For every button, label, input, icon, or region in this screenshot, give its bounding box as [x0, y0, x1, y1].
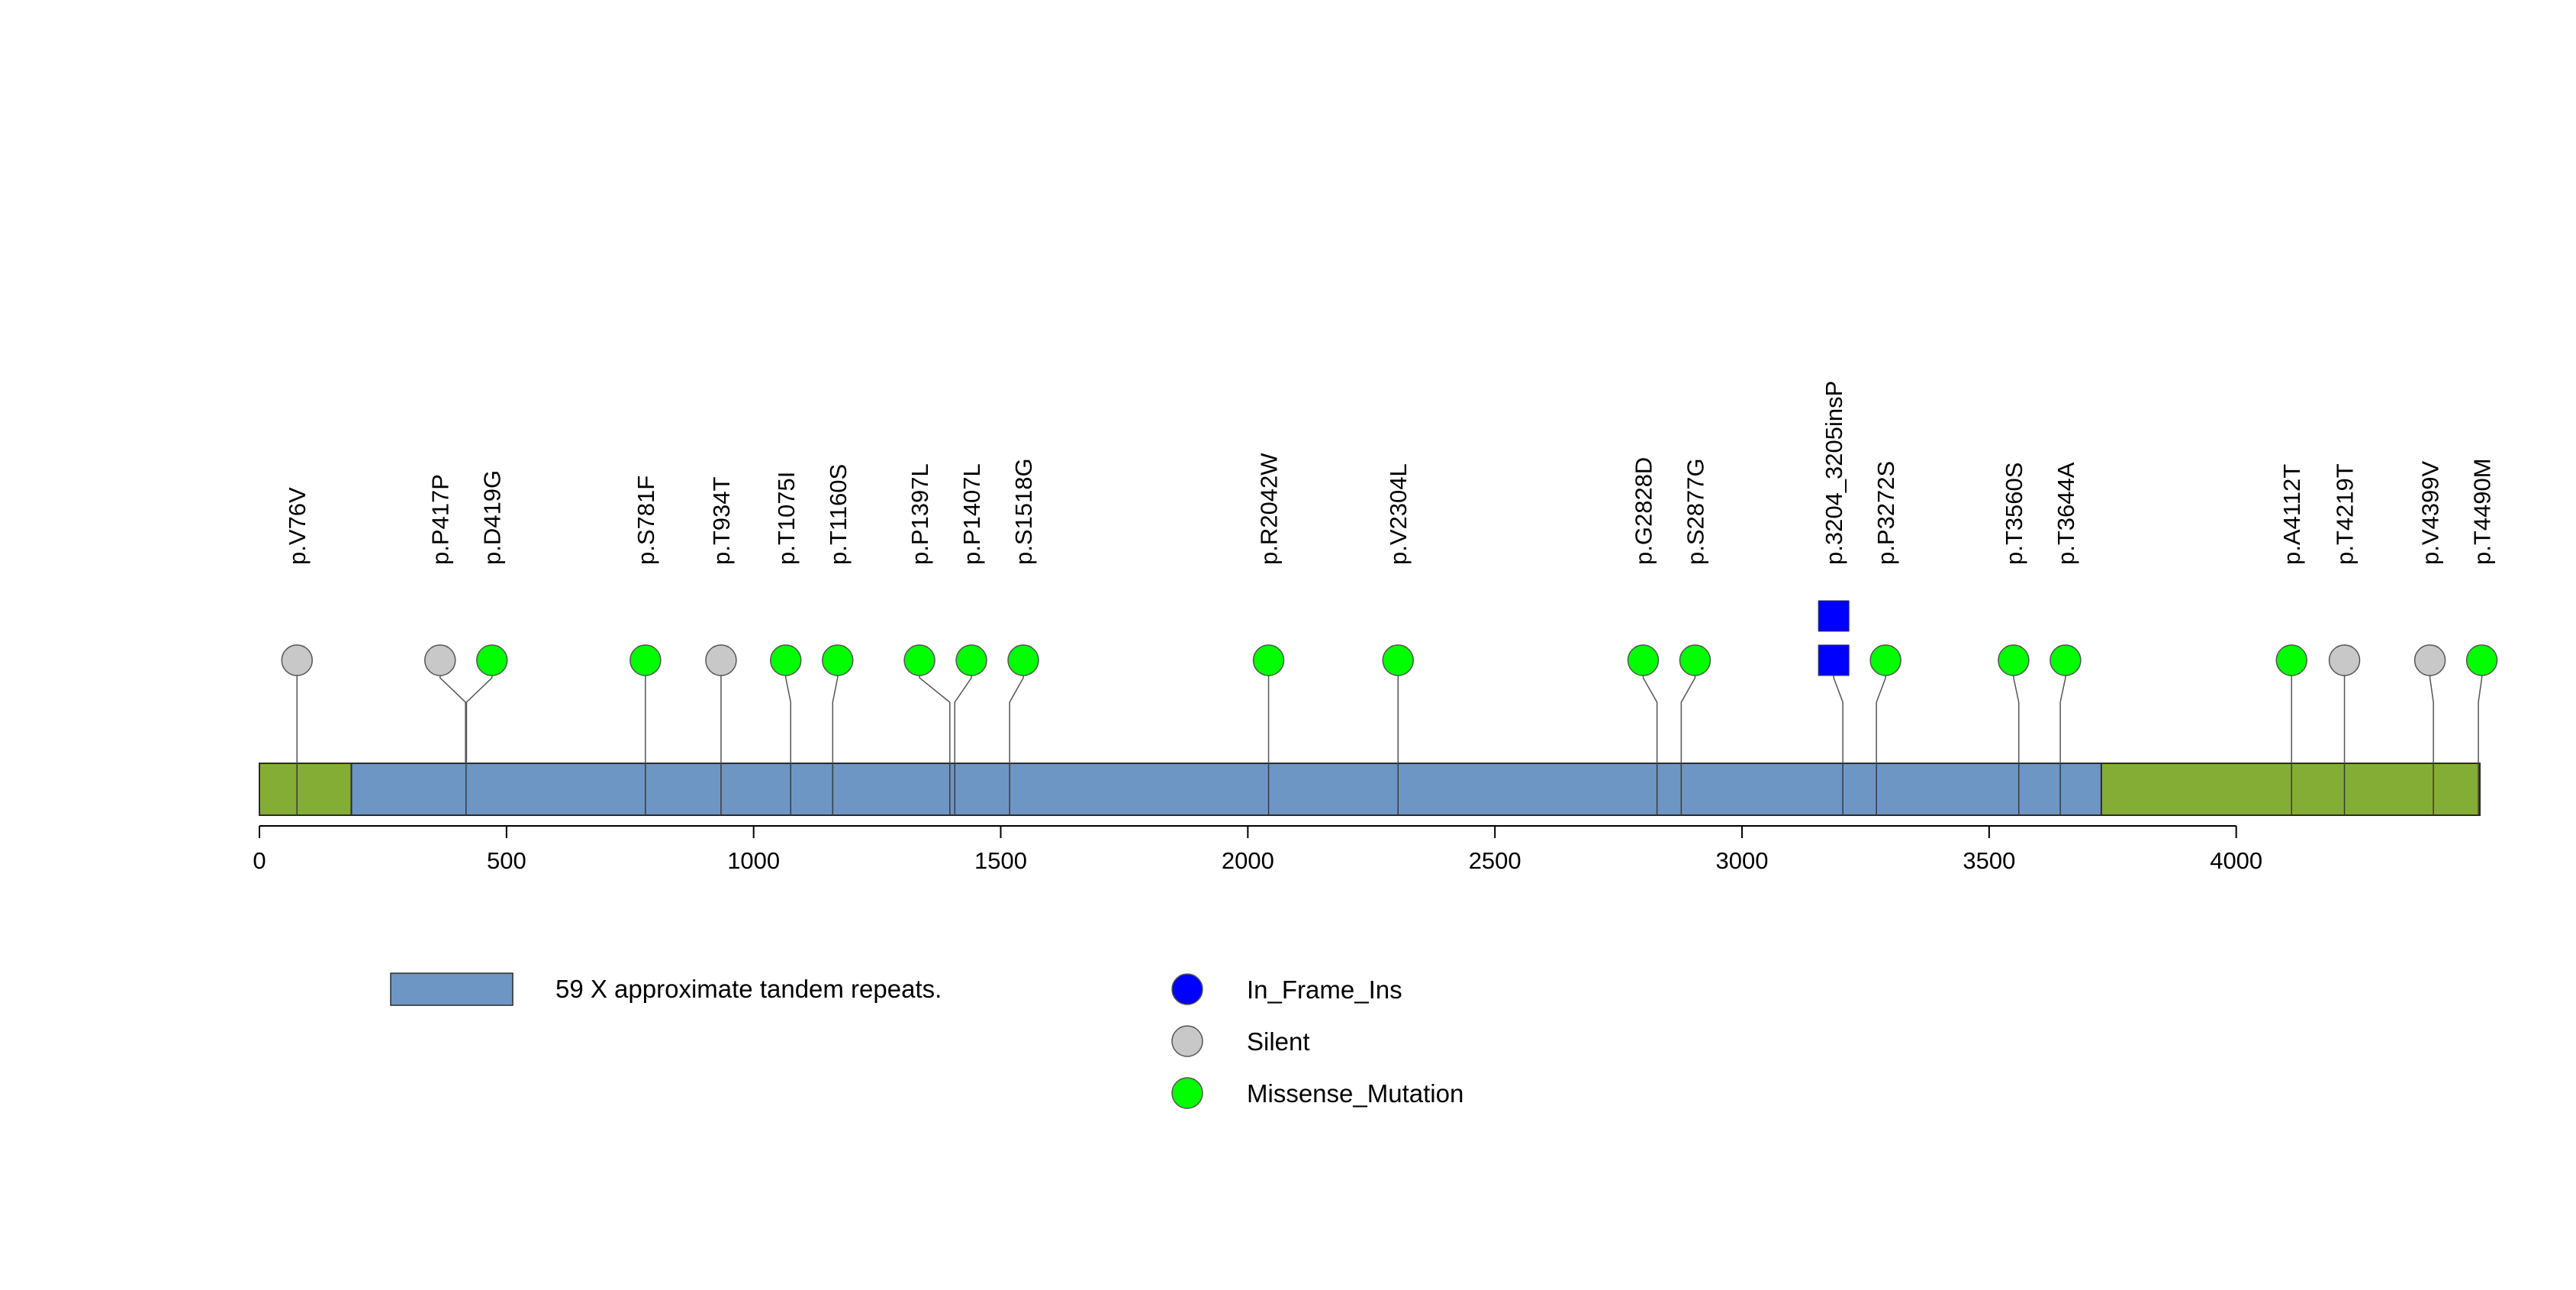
missense-marker	[1382, 644, 1414, 676]
mutation-label: p.P1407L	[958, 463, 985, 565]
mutation-stem	[919, 660, 951, 763]
missense-marker	[475, 644, 508, 676]
legend-label-silent: Silent	[1247, 1027, 1310, 1056]
silent-marker	[281, 644, 313, 676]
protein-track	[259, 763, 2481, 816]
mutation-label: p.V4399V	[2417, 461, 2444, 565]
missense-marker	[2275, 644, 2307, 676]
in-frame-ins-marker	[1818, 600, 1850, 632]
mutation-stem	[439, 660, 466, 763]
silent-marker	[2413, 644, 2446, 676]
silent-marker	[423, 644, 456, 676]
legend-swatch-missense-mutation	[1171, 1077, 1203, 1109]
legend-swatch-silent	[1171, 1025, 1203, 1057]
x-tick-label: 0	[253, 847, 266, 874]
mutation-label: p.T1075I	[773, 472, 800, 565]
mutation-label: p.D419G	[479, 470, 506, 565]
mutation-label: p.T1160S	[825, 464, 852, 565]
legend-swatch-in-frame-ins	[1171, 973, 1203, 1005]
mutation-label: p.S781F	[633, 476, 659, 565]
legend: 59 X approximate tandem repeats. In_Frame…	[390, 972, 1463, 1109]
mutation-label: p.A4112T	[2278, 464, 2305, 565]
mutation-stems	[296, 660, 2483, 763]
missense-marker	[630, 644, 662, 676]
mutation-label: p.P1397L	[906, 463, 933, 565]
mutation-label: p.P417P	[427, 474, 454, 565]
x-tick-label: 3500	[1963, 847, 2015, 874]
x-tick-label: 500	[487, 847, 526, 874]
legend-domain-label: 59 X approximate tandem repeats.	[555, 975, 942, 1003]
missense-marker	[2465, 644, 2498, 676]
mutation-markers	[281, 600, 2498, 676]
mutation-label: p.T3560S	[2001, 463, 2027, 565]
x-tick-label: 2000	[1222, 847, 1274, 874]
mutation-label: p.3204_3205insP	[1821, 381, 1847, 565]
x-tick-label: 1000	[727, 847, 780, 874]
mutation-labels: p.V76V p.P417P p.D419G p.S781F p.T934T p.T107…	[284, 381, 2495, 565]
x-tick-label: 3000	[1716, 847, 1769, 874]
x-tick-label: 4000	[2210, 847, 2262, 874]
mutation-label: p.T3644A	[2053, 462, 2079, 565]
mutation-label: p.R2042W	[1256, 453, 1283, 565]
missense-marker	[1252, 644, 1285, 676]
missense-marker	[1627, 644, 1660, 676]
missense-marker	[1679, 644, 1711, 676]
missense-marker	[2050, 644, 2082, 676]
silent-marker	[705, 644, 737, 676]
missense-marker	[1869, 644, 1901, 676]
domain-tandem-repeats	[350, 763, 2102, 816]
x-tick-label: 1500	[974, 847, 1027, 874]
legend-label-in-frame-ins: In_Frame_Ins	[1247, 976, 1402, 1004]
missense-marker	[955, 644, 987, 676]
silent-marker	[2328, 644, 2361, 676]
x-tick-label: 2500	[1469, 847, 1521, 874]
missense-marker	[903, 644, 935, 676]
missense-marker	[1007, 644, 1039, 676]
missense-marker	[1998, 644, 2030, 676]
mutation-label: p.T4490M	[2469, 458, 2496, 565]
legend-domain-swatch	[390, 972, 514, 1006]
mutation-label: p.T4219T	[2332, 463, 2359, 565]
mutation-label: p.S2877G	[1682, 458, 1708, 565]
missense-marker	[770, 644, 802, 676]
x-axis: 0 500 1000 1500 2000 2500 3000 3500 4000	[253, 825, 2262, 874]
mutation-label: p.V76V	[284, 487, 311, 565]
mutation-label: p.S1518G	[1010, 458, 1037, 565]
legend-label-missense-mutation: Missense_Mutation	[1247, 1079, 1463, 1108]
mutation-label: p.T934T	[708, 476, 735, 565]
in-frame-ins-marker	[1818, 644, 1850, 676]
mutation-label: p.V2304L	[1385, 463, 1412, 565]
mutation-label: p.P3272S	[1872, 461, 1899, 565]
mutation-label: p.G2828D	[1630, 457, 1657, 565]
missense-marker	[822, 644, 854, 676]
mutation-stem	[465, 660, 493, 763]
